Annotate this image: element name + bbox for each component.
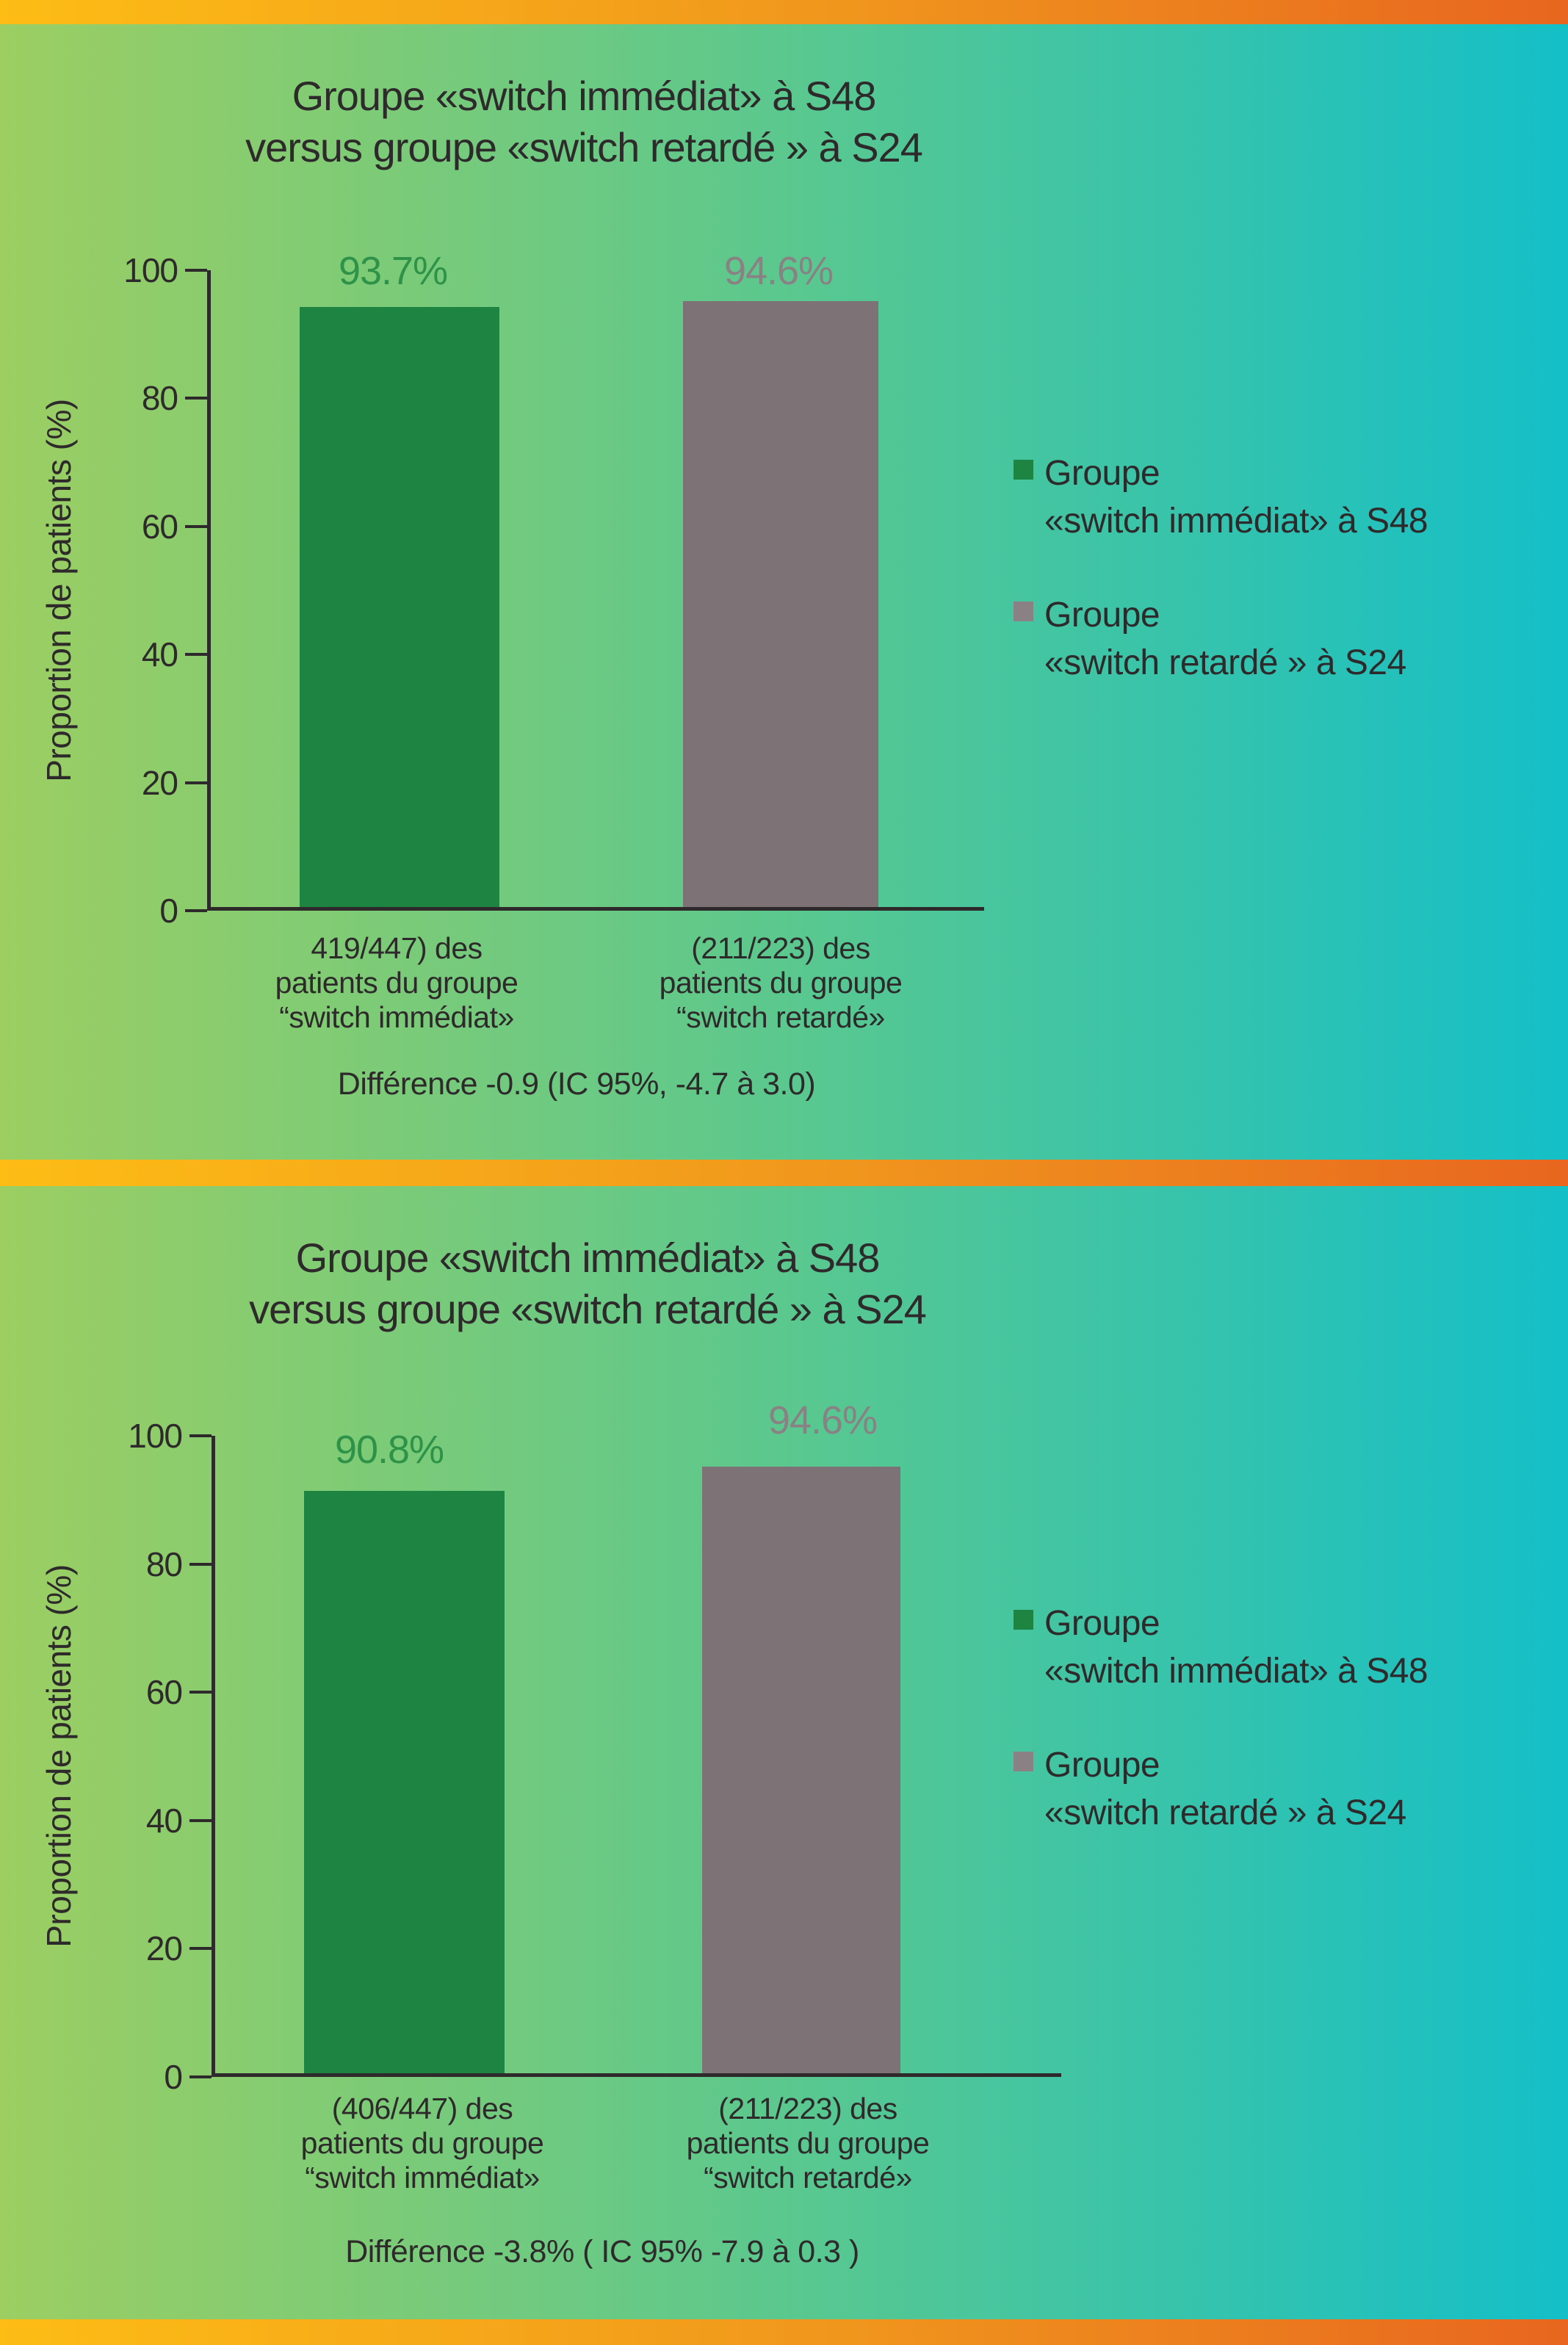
y-tick: [189, 1691, 212, 1694]
legend-swatch-gray: [1014, 601, 1033, 621]
chart-title-line-1: Groupe «switch immédiat» à S48: [295, 1235, 881, 1281]
y-tick-label: 0: [159, 892, 178, 930]
divider-bar-bottom: [0, 2319, 1568, 2345]
x-axis-label-group-2: (211/223) des patients du groupe “switch…: [686, 2092, 930, 2194]
chart-title-line-2: versus groupe «switch retardé » à S24: [245, 124, 923, 170]
bar-value-label: 93.7%: [338, 249, 448, 293]
y-tick: [189, 1818, 212, 1822]
legend-item-switch-retarde: Groupe «switch retardé » à S24: [1014, 591, 1535, 687]
x-axis-label-group-2: (211/223) des patients du groupe “switch…: [659, 931, 903, 1034]
chart-title-line-1: Groupe «switch immédiat» à S48: [292, 73, 877, 119]
y-tick: [185, 909, 207, 912]
legend-swatch-green: [1014, 460, 1033, 480]
y-axis-title: Proportion de patients (%): [40, 399, 78, 782]
y-tick: [189, 1434, 212, 1437]
difference-annotation: Différence -0.9 (IC 95%, -4.7 à 3.0): [337, 1066, 816, 1102]
legend-label-line-1: Groupe: [1044, 596, 1160, 635]
legend-item-switch-immediat: Groupe «switch immédiat» à S48: [1014, 449, 1535, 545]
y-tick-label: 60: [145, 1673, 183, 1712]
x-axis-line: [212, 2073, 1061, 2077]
y-tick: [185, 653, 207, 657]
y-tick-label: 60: [141, 507, 178, 546]
y-axis-line: [207, 270, 211, 911]
legend-label-line-2: «switch retardé » à S24: [1044, 643, 1406, 682]
x-axis-line: [207, 907, 984, 911]
bar-value-label: 94.6%: [767, 1398, 878, 1442]
x-axis-label-group-1: (406/447) des patients du groupe “switch…: [300, 2092, 544, 2194]
bar-switch-immediat: [304, 1491, 505, 2073]
legend-label-line-1: Groupe: [1044, 1604, 1160, 1643]
x-axis-label-group-1: 419/447) des patients du groupe “switch …: [275, 931, 519, 1034]
plot-area: 100 80 60 40 20 0: [128, 1417, 1061, 2096]
bar-switch-immediat: [300, 306, 499, 907]
y-tick: [189, 2075, 212, 2078]
legend-label-line-2: «switch retardé » à S24: [1044, 1793, 1406, 1832]
legend-item-switch-retarde: Groupe «switch retardé » à S24: [1014, 1741, 1535, 1837]
plot-area: 100 80 60 40 20 0: [123, 251, 984, 930]
y-tick-label: 20: [145, 1929, 183, 1968]
legend-swatch-green: [1014, 1610, 1033, 1630]
y-tick: [189, 1562, 212, 1566]
y-tick-label: 80: [141, 379, 178, 418]
bar-switch-retarde: [702, 1467, 900, 2073]
legend-label-line-1: Groupe: [1044, 454, 1160, 493]
y-tick: [185, 781, 207, 784]
legend-label-line-2: «switch immédiat» à S48: [1044, 502, 1428, 541]
bar-switch-retarde: [683, 301, 878, 907]
divider-bar-top: [0, 0, 1568, 24]
difference-annotation: Différence -3.8% ( IC 95% -7.9 à 0.3 ): [345, 2234, 859, 2269]
y-tick-label: 0: [164, 2058, 183, 2096]
y-tick-label: 100: [123, 251, 178, 289]
y-tick: [189, 1947, 212, 1951]
chart-title: Groupe «switch immédiat» à S48 versus gr…: [151, 1232, 1025, 1335]
y-tick: [185, 397, 207, 400]
divider-bar-middle: [0, 1160, 1568, 1186]
y-axis-line: [212, 1436, 215, 2077]
legend-item-switch-immediat: Groupe «switch immédiat» à S48: [1014, 1600, 1535, 1695]
bar-value-label: 94.6%: [723, 249, 834, 293]
legend-label-line-2: «switch immédiat» à S48: [1044, 1652, 1428, 1691]
chart-title: Groupe «switch immédiat» à S48 versus gr…: [147, 71, 1021, 173]
y-axis-title: Proportion de patients (%): [40, 1564, 78, 1948]
legend-swatch-gray: [1014, 1752, 1033, 1771]
y-tick-label: 20: [141, 763, 178, 802]
y-tick: [185, 524, 207, 528]
legend-label-line-1: Groupe: [1044, 1746, 1160, 1785]
y-tick-label: 40: [145, 1801, 183, 1840]
y-tick-label: 80: [145, 1544, 183, 1583]
chart-title-line-2: versus groupe «switch retardé » à S24: [249, 1286, 927, 1332]
y-tick-label: 40: [141, 635, 178, 674]
y-tick-label: 100: [128, 1417, 183, 1455]
y-tick: [185, 269, 207, 272]
bar-value-label: 90.8%: [334, 1428, 444, 1472]
